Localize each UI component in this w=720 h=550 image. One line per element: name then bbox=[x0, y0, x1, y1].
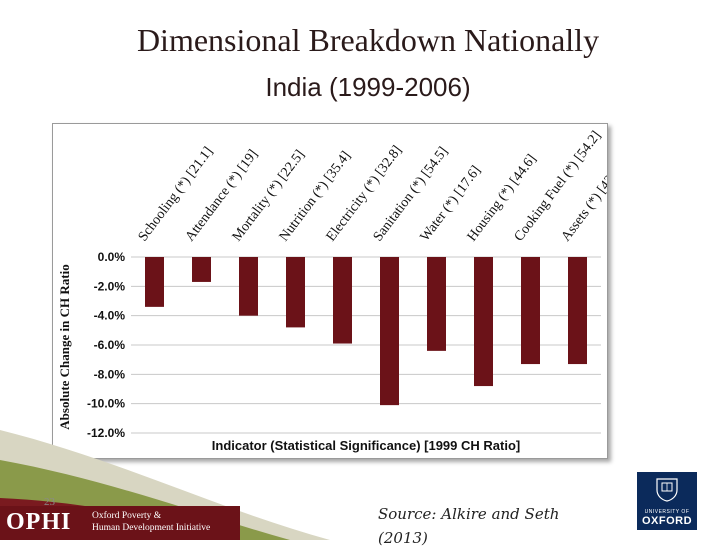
y-tick-label: 0.0% bbox=[98, 250, 126, 264]
bar bbox=[380, 257, 399, 406]
slide-number: 23 bbox=[44, 496, 55, 508]
ophi-name-line1: Oxford Poverty & bbox=[92, 511, 162, 521]
y-tick-label: -4.0% bbox=[94, 309, 126, 323]
y-axis-label: Absolute Change in CH Ratio bbox=[57, 264, 72, 429]
y-tick-label: -6.0% bbox=[94, 338, 126, 352]
x-category-label: Cooking Fuel (*) [54.2] bbox=[512, 129, 604, 245]
bar bbox=[239, 257, 258, 316]
oxford-small-text: UNIVERSITY OF bbox=[644, 509, 690, 515]
x-axis-label: Indicator (Statistical Significance) [19… bbox=[212, 438, 520, 453]
y-tick-label: -2.0% bbox=[94, 279, 126, 293]
footer-wave-decoration bbox=[0, 430, 330, 540]
bar bbox=[521, 257, 540, 365]
oxford-big-text: OXFORD bbox=[641, 515, 693, 527]
bar-chart: 0.0%-2.0%-4.0%-6.0%-8.0%-10.0%-12.0%Scho… bbox=[57, 129, 607, 453]
oxford-logo: UNIVERSITY OF OXFORD bbox=[637, 472, 697, 530]
bar bbox=[286, 257, 305, 328]
y-tick-label: -8.0% bbox=[94, 367, 126, 381]
chart-frame: 0.0% -2.0% -4.0% -6.0% -8.0% -10.0% -12.0% Scho… bbox=[52, 123, 608, 459]
bar bbox=[145, 257, 164, 307]
bar bbox=[474, 257, 493, 387]
slide-title: Dimensional Breakdown Nationally bbox=[136, 22, 600, 58]
ophi-name-line2: Human Development Initiative bbox=[92, 523, 211, 533]
bar bbox=[427, 257, 446, 351]
bar bbox=[192, 257, 211, 282]
oxford-crest-icon bbox=[656, 478, 678, 502]
ophi-logo: OPHI bbox=[6, 509, 72, 535]
ophi-name: Oxford Poverty & Human Development Initi… bbox=[92, 510, 210, 534]
y-tick-label: -10.0% bbox=[87, 397, 125, 411]
y-tick-label: -12.0% bbox=[87, 426, 125, 440]
bar bbox=[333, 257, 352, 344]
bar bbox=[568, 257, 587, 365]
slide-subtitle: India (1999-2006) bbox=[265, 72, 471, 102]
source-citation: Source: Alkire and Seth (2013) bbox=[378, 505, 560, 547]
